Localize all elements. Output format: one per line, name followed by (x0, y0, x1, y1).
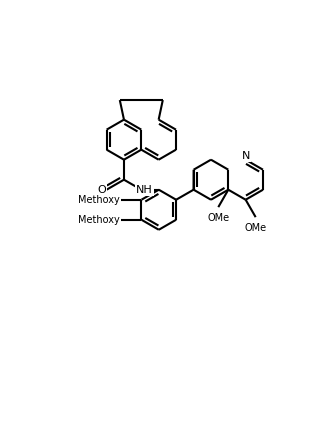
Text: Methoxy: Methoxy (78, 195, 120, 205)
Text: N: N (242, 151, 250, 161)
Text: OMe: OMe (244, 223, 267, 233)
Text: Methoxy: Methoxy (78, 215, 120, 225)
Text: NH: NH (136, 185, 153, 195)
Text: O: O (98, 185, 106, 195)
Text: OMe: OMe (207, 213, 229, 223)
